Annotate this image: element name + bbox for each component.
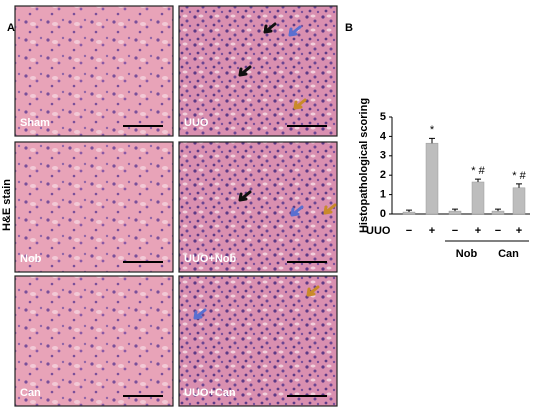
x-tick-label: + <box>475 225 481 237</box>
histology-image <box>178 5 338 137</box>
error-bar <box>406 209 412 213</box>
error-bar <box>495 208 501 212</box>
x-tick-label: − <box>406 225 412 237</box>
error-bar <box>429 137 435 144</box>
error-bar <box>475 178 481 182</box>
x-tick-label: − <box>495 225 501 237</box>
arrow <box>263 22 277 34</box>
bar <box>512 187 526 215</box>
image-grid: Sham UUO Nob UUO+Nob Can UUO+Can <box>14 5 338 407</box>
arrow <box>288 25 302 37</box>
arrow <box>238 65 252 77</box>
bar <box>471 181 485 215</box>
panel-label: A <box>7 22 15 34</box>
bar <box>491 210 505 215</box>
arrow <box>293 98 307 110</box>
arrow <box>323 203 337 215</box>
arrow <box>306 285 320 297</box>
y-axis-label: Histopathological scoring <box>358 98 370 233</box>
histology-image <box>14 141 174 273</box>
arrow <box>290 205 304 217</box>
image-label: UUO+Nob <box>184 253 237 265</box>
arrow <box>193 308 207 320</box>
histology-image <box>178 275 338 407</box>
x-tick-label: + <box>516 225 522 237</box>
stain-label: H&E stain <box>1 179 13 231</box>
panel-label: B <box>345 22 353 34</box>
x-tick-label: + <box>429 225 435 237</box>
significance-label: * <box>430 124 435 136</box>
error-bar <box>516 183 522 188</box>
row-label: UUO <box>366 225 391 237</box>
bar <box>402 211 416 215</box>
image-label: UUO+Can <box>184 387 236 399</box>
arrow <box>238 190 252 202</box>
image-label: Sham <box>20 117 50 129</box>
group-label: Can <box>498 248 519 260</box>
histology-image <box>14 275 174 407</box>
bar <box>425 142 439 215</box>
image-label: Nob <box>20 253 42 265</box>
significance-label: * # <box>512 170 526 182</box>
histology-image <box>14 5 174 137</box>
bar <box>448 210 462 215</box>
y-tick-label: 4 <box>380 130 387 142</box>
image-label: Can <box>20 387 41 399</box>
y-tick-label: 1 <box>380 189 386 201</box>
histology-image <box>178 141 338 273</box>
group-label: Nob <box>456 248 478 260</box>
x-tick-label: − <box>452 225 458 237</box>
y-tick-label: 2 <box>380 169 386 181</box>
chart: B Histopathological scoring 0 1 2 3 4 5 − + * − + * #… <box>345 22 530 260</box>
y-tick-label: 5 <box>380 111 386 123</box>
y-tick-label: 3 <box>380 150 386 162</box>
error-bar <box>452 208 458 212</box>
significance-label: * # <box>471 165 485 177</box>
image-label: UUO <box>184 117 209 129</box>
y-tick-label: 0 <box>380 208 386 220</box>
